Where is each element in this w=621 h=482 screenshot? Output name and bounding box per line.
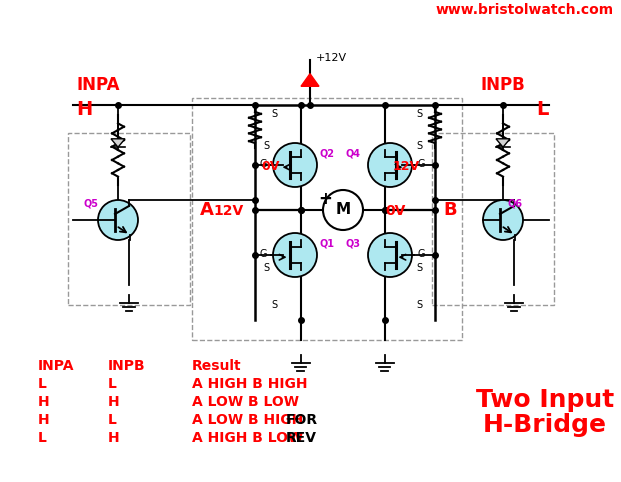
Text: Q1: Q1 <box>319 239 334 249</box>
Circle shape <box>368 143 412 187</box>
Text: INPA: INPA <box>76 76 119 94</box>
Text: H: H <box>76 100 93 119</box>
Text: G: G <box>417 249 425 259</box>
Circle shape <box>483 200 523 240</box>
Text: A LOW B HIGH: A LOW B HIGH <box>192 413 308 427</box>
Text: 12V: 12V <box>393 160 420 173</box>
Text: A: A <box>200 201 214 219</box>
Text: INPA: INPA <box>38 359 75 373</box>
Text: www.bristolwatch.com: www.bristolwatch.com <box>436 3 614 17</box>
Text: M: M <box>335 202 351 217</box>
Text: 0V: 0V <box>385 204 406 218</box>
Text: S: S <box>416 300 422 310</box>
Text: G: G <box>417 159 425 169</box>
Text: Q2: Q2 <box>319 149 334 159</box>
Text: REV: REV <box>286 431 317 445</box>
Text: A LOW B LOW: A LOW B LOW <box>192 395 299 409</box>
Text: L: L <box>38 431 47 445</box>
Text: Q5: Q5 <box>83 198 98 208</box>
Text: S: S <box>271 109 277 119</box>
Text: +12V: +12V <box>316 53 347 63</box>
Circle shape <box>273 143 317 187</box>
Text: INPB: INPB <box>108 359 146 373</box>
Text: FOR: FOR <box>286 413 318 427</box>
Text: Q6: Q6 <box>508 198 523 208</box>
Text: S: S <box>263 263 269 273</box>
Text: Result: Result <box>192 359 242 373</box>
Text: H: H <box>38 413 50 427</box>
Text: H-Bridge: H-Bridge <box>483 413 607 437</box>
Polygon shape <box>301 74 319 86</box>
Polygon shape <box>496 139 510 147</box>
Text: L: L <box>38 377 47 391</box>
Text: INPB: INPB <box>480 76 525 94</box>
Text: L: L <box>108 413 117 427</box>
Text: Q4: Q4 <box>346 149 361 159</box>
Text: G: G <box>259 249 266 259</box>
Text: L: L <box>108 377 117 391</box>
Text: B: B <box>443 201 456 219</box>
Text: 12V: 12V <box>213 204 243 218</box>
Circle shape <box>273 233 317 277</box>
Text: A HIGH B HIGH: A HIGH B HIGH <box>192 377 307 391</box>
Text: G: G <box>259 159 266 169</box>
Text: Two Input: Two Input <box>476 388 614 412</box>
Text: Q3: Q3 <box>346 239 361 249</box>
Text: S: S <box>416 109 422 119</box>
Text: A HIGH B LOW: A HIGH B LOW <box>192 431 308 445</box>
Text: S: S <box>263 141 269 151</box>
Text: S: S <box>271 300 277 310</box>
Polygon shape <box>111 139 125 147</box>
Text: +: + <box>318 190 332 208</box>
Text: S: S <box>416 263 422 273</box>
Text: 0V: 0V <box>261 160 279 173</box>
Text: S: S <box>416 141 422 151</box>
Circle shape <box>323 190 363 230</box>
Circle shape <box>368 233 412 277</box>
Text: H: H <box>108 395 120 409</box>
Text: L: L <box>536 100 548 119</box>
Circle shape <box>98 200 138 240</box>
Text: H: H <box>108 431 120 445</box>
Text: H: H <box>38 395 50 409</box>
